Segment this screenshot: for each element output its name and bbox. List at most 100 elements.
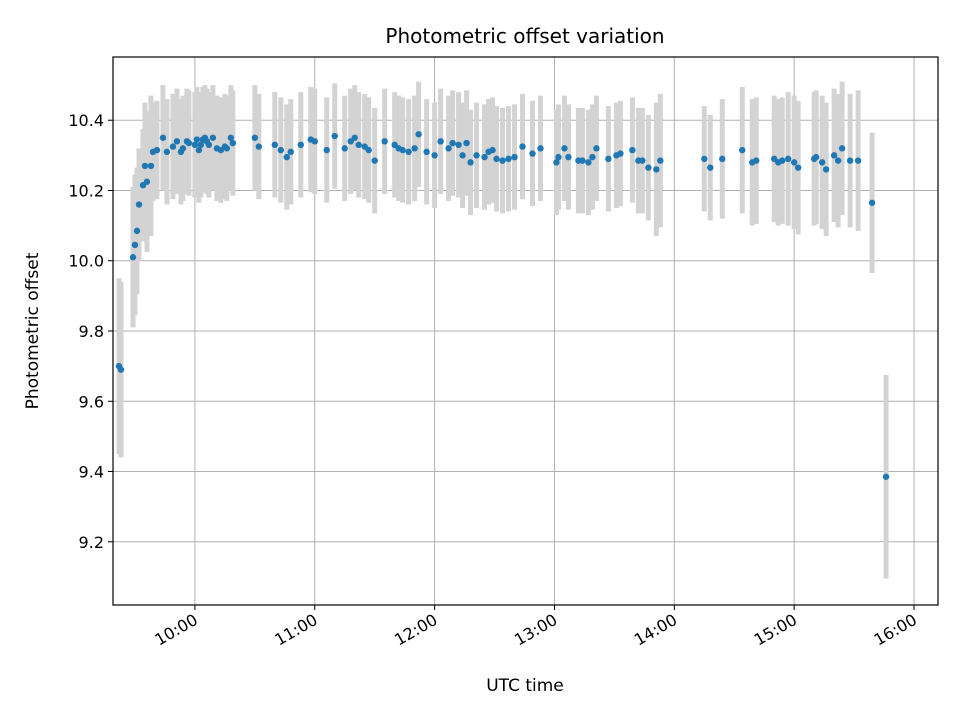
data-point: [117, 366, 125, 373]
data-point: [141, 162, 149, 170]
data-points: [115, 131, 890, 480]
data-point: [399, 146, 406, 154]
data-point: [251, 134, 259, 141]
data-point: [283, 153, 290, 161]
data-point: [555, 153, 562, 161]
data-point: [209, 134, 217, 141]
data-point: [459, 152, 466, 159]
data-point: [473, 152, 480, 159]
data-point: [193, 136, 201, 143]
data-point: [585, 159, 592, 166]
data-point: [143, 178, 151, 185]
data-point: [467, 159, 474, 166]
data-point: [701, 155, 708, 163]
data-point: [579, 157, 586, 164]
y-tick-label: 10.2: [68, 181, 104, 200]
data-point: [882, 473, 890, 480]
y-tick-label: 9.8: [79, 322, 104, 341]
data-point: [423, 148, 430, 156]
data-point: [297, 141, 304, 149]
data-point: [229, 139, 237, 147]
data-point: [511, 153, 518, 161]
y-axis-ticks: 9.2 9.4 9.6 9.8 10.0 10.2 10.4: [68, 111, 113, 552]
data-point: [153, 146, 161, 154]
data-point: [565, 153, 572, 161]
data-point: [411, 145, 418, 152]
data-point: [790, 159, 798, 166]
data-point: [195, 146, 203, 154]
data-point: [812, 153, 820, 161]
data-point: [131, 241, 139, 249]
data-point: [277, 146, 284, 154]
data-point: [405, 148, 412, 156]
data-point: [331, 132, 338, 140]
data-point: [455, 141, 462, 149]
data-point: [449, 139, 456, 147]
data-point: [227, 134, 235, 141]
data-point: [838, 145, 846, 152]
data-point: [489, 146, 496, 154]
data-point: [173, 138, 181, 145]
data-point: [147, 162, 155, 170]
data-point: [445, 145, 452, 152]
data-point: [553, 159, 560, 166]
data-point: [159, 134, 167, 141]
data-point: [205, 141, 213, 149]
data-point: [505, 155, 512, 163]
data-point: [784, 155, 792, 163]
data-point: [822, 166, 830, 173]
data-point: [854, 157, 862, 164]
data-point: [519, 143, 526, 150]
data-point: [830, 152, 838, 159]
data-point: [481, 153, 488, 161]
data-point: [223, 145, 231, 152]
y-tick-label: 9.2: [79, 533, 104, 552]
data-point: [629, 146, 636, 154]
data-point: [739, 146, 746, 154]
data-point: [657, 157, 664, 164]
chart-title: Photometric offset variation: [385, 24, 664, 48]
data-point: [351, 134, 358, 141]
data-point: [437, 138, 444, 145]
data-point: [371, 157, 378, 164]
data-point: [381, 138, 388, 145]
data-point: [499, 157, 506, 164]
data-point: [323, 146, 330, 154]
data-point: [707, 164, 714, 171]
data-point: [287, 148, 294, 156]
data-point: [179, 145, 187, 152]
y-tick-label: 9.6: [79, 392, 104, 411]
data-point: [169, 143, 177, 150]
data-point: [653, 166, 660, 173]
y-axis-label: Photometric offset: [23, 252, 43, 409]
y-tick-label: 10.0: [68, 252, 104, 271]
data-point: [645, 164, 652, 171]
data-point: [185, 139, 193, 147]
data-point: [311, 138, 318, 145]
x-axis-label: UTC time: [486, 676, 564, 696]
y-tick-label: 9.4: [79, 463, 104, 482]
data-point: [639, 157, 646, 164]
data-point: [719, 155, 726, 163]
data-point: [561, 145, 568, 152]
data-point: [133, 227, 141, 235]
data-point: [834, 157, 842, 164]
data-point: [431, 152, 438, 159]
data-point: [271, 141, 279, 149]
data-point: [794, 164, 802, 171]
data-point: [365, 146, 372, 154]
data-point: [537, 145, 544, 152]
data-point: [135, 201, 143, 208]
data-point: [191, 141, 199, 149]
data-point: [163, 148, 171, 156]
data-point: [341, 145, 348, 152]
data-point: [868, 199, 876, 206]
y-tick-label: 10.4: [68, 111, 104, 130]
data-point: [753, 157, 760, 164]
data-point: [589, 153, 596, 161]
data-point: [605, 155, 612, 163]
data-point: [529, 150, 536, 157]
data-point: [255, 143, 263, 150]
data-point: [493, 155, 500, 163]
